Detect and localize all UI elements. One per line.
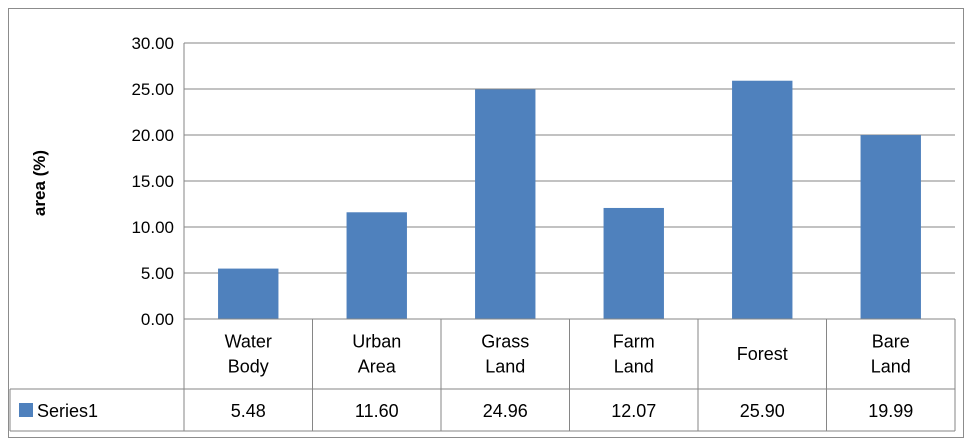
bar-chart: 0.00 5.00 10.00 15.00 20.00 25.00 30.00 Water B… [9, 34, 956, 432]
y-tick-label: 10.00 [131, 218, 174, 237]
legend-swatch [19, 403, 33, 417]
data-value-label: 24.96 [483, 401, 528, 421]
data-value-label: 5.48 [231, 401, 266, 421]
data-table: Water Body Urban Area Grass Land Farm Land Fores… [9, 318, 956, 432]
y-tick-label: 25.00 [131, 80, 174, 99]
category-label: Bare [872, 332, 910, 352]
category-label: Grass [481, 332, 529, 352]
data-value-label: 19.99 [868, 401, 913, 421]
y-tick-label: 30.00 [131, 34, 174, 53]
y-axis-title: area (%) [30, 150, 49, 216]
bar [603, 207, 664, 319]
y-tick-label: 5.00 [141, 264, 174, 283]
data-value-label: 25.90 [740, 401, 785, 421]
data-value-label: 12.07 [611, 401, 656, 421]
bar [475, 89, 536, 319]
category-label: Farm [613, 332, 655, 352]
axes: 0.00 5.00 10.00 15.00 20.00 25.00 30.00 [131, 34, 185, 329]
bar [346, 212, 407, 319]
y-tick-label: 0.00 [141, 310, 174, 329]
category-label: Land [871, 357, 911, 377]
bar [218, 268, 279, 319]
y-tick-label: 15.00 [131, 172, 174, 191]
category-label: Water [225, 332, 272, 352]
category-label: Land [485, 357, 525, 377]
bars [218, 80, 921, 319]
bar [732, 80, 793, 319]
bar [860, 135, 921, 319]
category-label: Land [614, 357, 654, 377]
data-value-label: 11.60 [355, 401, 399, 421]
category-label: Area [358, 357, 397, 377]
legend-label: Series1 [37, 401, 98, 421]
category-label: Forest [737, 344, 788, 364]
chart-frame: 0.00 5.00 10.00 15.00 20.00 25.00 30.00 Water B… [8, 8, 964, 438]
y-tick-label: 20.00 [131, 126, 174, 145]
gridlines [184, 42, 955, 320]
category-label: Body [228, 357, 269, 377]
category-label: Urban [352, 332, 401, 352]
